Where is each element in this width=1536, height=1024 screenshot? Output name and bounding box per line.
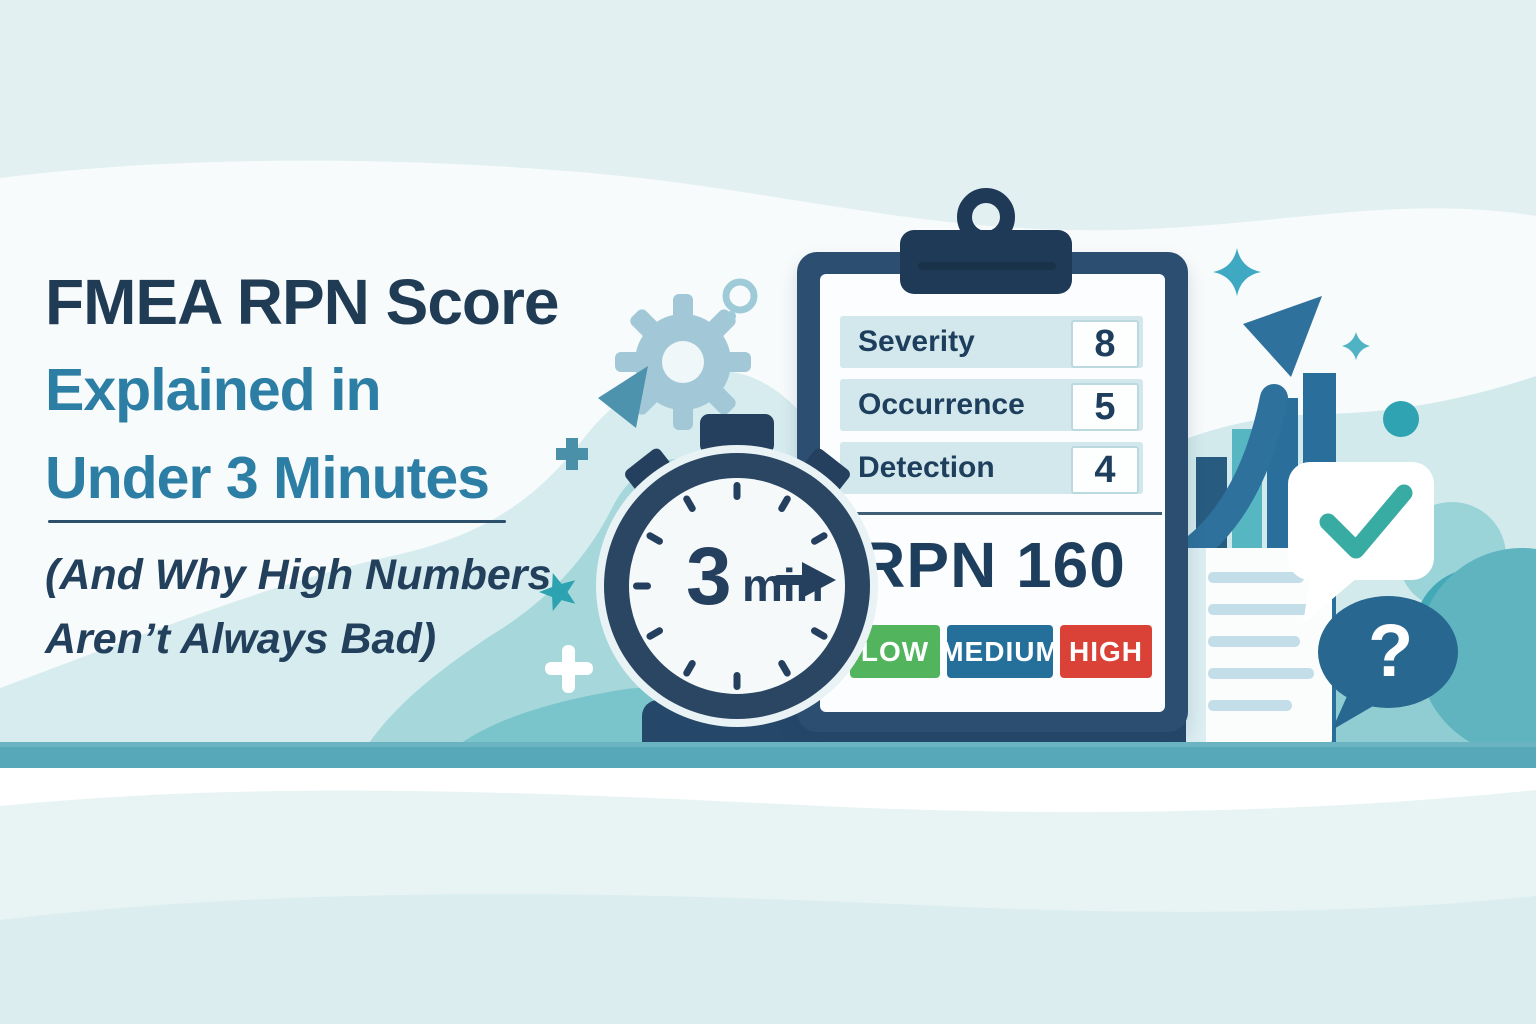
right-arrow-icon bbox=[773, 562, 836, 598]
title-line: FMEA RPN Score bbox=[45, 266, 559, 338]
row-label: Detection bbox=[858, 451, 995, 484]
badge-high: HIGH bbox=[1060, 625, 1152, 678]
white-plus-icon bbox=[545, 645, 593, 693]
rpn-divider bbox=[848, 512, 1162, 515]
question-mark: ? bbox=[1368, 609, 1414, 692]
gear-icon bbox=[615, 294, 751, 430]
row-label: Severity bbox=[858, 325, 975, 358]
row-value: 8 bbox=[1071, 320, 1139, 368]
title-underline bbox=[48, 520, 506, 523]
sparkle-icon bbox=[1213, 248, 1261, 296]
stopwatch-minutes: 3 bbox=[686, 531, 732, 622]
row-value: 5 bbox=[1071, 383, 1139, 431]
triangle-decoration bbox=[598, 366, 648, 428]
page-subtitle: (And Why High Numbers Aren’t Always Bad) bbox=[45, 543, 551, 671]
star-icon bbox=[539, 572, 576, 612]
badge-low: LOW bbox=[850, 625, 940, 678]
bubble-outline-decoration bbox=[722, 278, 758, 321]
page-title: FMEA RPN Score Explained in Under 3 Minu… bbox=[45, 258, 559, 522]
row-label: Occurrence bbox=[858, 388, 1025, 421]
table-row-occurrence: Occurrence 5 bbox=[840, 379, 1143, 431]
row-value: 4 bbox=[1071, 446, 1139, 494]
small-plus-icon bbox=[556, 438, 588, 470]
table-row-detection: Detection 4 bbox=[840, 442, 1143, 494]
table-row-severity: Severity 8 bbox=[840, 316, 1143, 368]
check-icon bbox=[1319, 484, 1413, 559]
stopwatch-unit: min bbox=[742, 559, 824, 611]
badge-medium: MEDIUM bbox=[940, 625, 1059, 678]
dot-decoration bbox=[1383, 401, 1419, 437]
title-line: Under 3 Minutes bbox=[45, 445, 490, 511]
sparkle-icon bbox=[1342, 332, 1370, 360]
severity-badges: LOW MEDIUM HIGH bbox=[850, 625, 1152, 678]
stopwatch-icon bbox=[596, 414, 878, 727]
subtitle-line: (And Why High Numbers bbox=[45, 551, 552, 599]
rpn-score: RPN 160 bbox=[859, 529, 1126, 601]
clipboard-clip-highlight bbox=[918, 262, 1056, 270]
title-line: Explained in bbox=[45, 357, 382, 423]
subtitle-line: Aren’t Always Bad) bbox=[45, 615, 437, 663]
